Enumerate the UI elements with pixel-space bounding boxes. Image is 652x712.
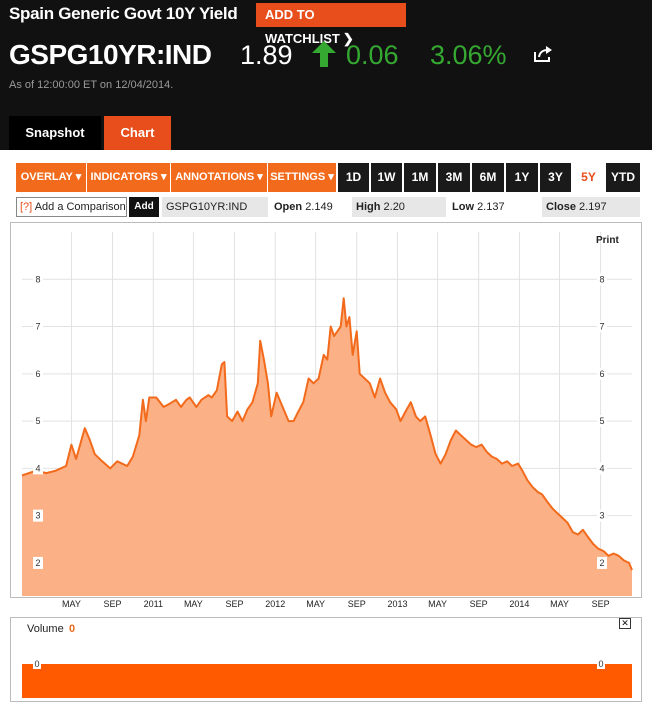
x-tick-label-10: SEP (470, 599, 488, 609)
print-link[interactable]: Print (596, 235, 619, 246)
open-label: Open (274, 201, 303, 213)
chevron-right-icon: ❯ (342, 31, 354, 46)
stat-close: Close 2.197 (542, 197, 640, 217)
high-label: High (356, 201, 381, 213)
volume-panel (10, 617, 642, 702)
range-6m-button[interactable]: 6M (472, 163, 504, 192)
tab-snapshot[interactable]: Snapshot (9, 116, 101, 150)
close-value: 2.197 (579, 201, 607, 213)
x-tick-label-9: MAY (428, 599, 447, 609)
price-chart-frame (10, 222, 642, 598)
comparison-row: [?] Add a Comparison Add GSPG10YR:IND Op… (16, 196, 640, 218)
x-tick-label-0: MAY (62, 599, 81, 609)
range-1d-button[interactable]: 1D (338, 163, 369, 192)
x-tick-label-12: MAY (550, 599, 569, 609)
x-tick-label-13: SEP (592, 599, 610, 609)
add-comparison-input[interactable]: [?] Add a Comparison (16, 197, 127, 217)
low-value: 2.137 (477, 201, 505, 213)
open-value: 2.149 (305, 201, 333, 213)
low-label: Low (452, 201, 474, 213)
comparison-placeholder: Add a Comparison (34, 201, 126, 213)
stat-open: Open 2.149 (270, 197, 351, 217)
x-tick-label-4: SEP (225, 599, 243, 609)
x-tick-label-8: 2013 (387, 599, 407, 609)
range-1m-button[interactable]: 1M (404, 163, 436, 192)
percent-change: 3.06% (430, 40, 507, 70)
range-3m-button[interactable]: 3M (438, 163, 470, 192)
indicators-menu[interactable]: INDICATORS ▾ (87, 163, 170, 192)
overlay-menu[interactable]: OVERLAY ▾ (16, 163, 86, 192)
x-tick-label-7: SEP (348, 599, 366, 609)
overlay-label: OVERLAY (20, 171, 73, 183)
annotations-label: ANNOTATIONS (175, 171, 255, 183)
caret-down-icon: ▾ (328, 171, 334, 183)
stat-low: Low 2.137 (448, 197, 540, 217)
quote-header: Spain Generic Govt 10Y Yield ADD TO WATC… (0, 0, 652, 150)
x-tick-label-11: 2014 (509, 599, 529, 609)
x-tick-label-5: 2012 (265, 599, 285, 609)
as-of-timestamp: As of 12:00:00 ET on 12/04/2014. (9, 79, 174, 91)
range-3y-button[interactable]: 3Y (540, 163, 571, 192)
security-name: Spain Generic Govt 10Y Yield (9, 4, 238, 23)
watchlist-button-label: ADD TO WATCHLIST (265, 7, 340, 46)
close-label: Close (546, 201, 576, 213)
volume-label: Volume (27, 623, 64, 635)
add-to-watchlist-button[interactable]: ADD TO WATCHLIST ❯ (256, 3, 406, 46)
close-icon[interactable]: ✕ (619, 618, 631, 629)
volume-tick-left: 0 (33, 659, 41, 669)
volume-bar (22, 664, 632, 698)
up-arrow-icon (312, 41, 336, 67)
settings-label: SETTINGS (270, 171, 326, 183)
range-1y-button[interactable]: 1Y (506, 163, 538, 192)
ticker-symbol: GSPG10YR:IND (9, 39, 212, 70)
x-tick-label-3: MAY (184, 599, 203, 609)
volume-tick-right: 0 (597, 659, 605, 669)
stat-high: High 2.20 (352, 197, 446, 217)
range-5y-button[interactable]: 5Y (573, 163, 604, 192)
volume-value: 0 (69, 623, 76, 635)
settings-menu[interactable]: SETTINGS ▾ (268, 163, 336, 192)
range-ytd-button[interactable]: YTD (606, 163, 640, 192)
caret-down-icon: ▾ (257, 171, 263, 183)
help-mark[interactable]: [?] (20, 201, 33, 213)
x-tick-label-6: MAY (306, 599, 325, 609)
indicators-label: INDICATORS (90, 171, 158, 183)
x-tick-label-2: 2011 (144, 599, 163, 609)
caret-down-icon: ▾ (75, 171, 82, 183)
add-comparison-button[interactable]: Add (129, 197, 159, 217)
range-1w-button[interactable]: 1W (371, 163, 402, 192)
share-icon[interactable] (533, 45, 553, 63)
chart-ticker-label: GSPG10YR:IND (162, 197, 268, 217)
caret-down-icon: ▾ (160, 171, 167, 183)
net-change: 0.06 (346, 40, 399, 70)
last-value: 1.89 (240, 40, 293, 70)
high-value: 2.20 (383, 201, 405, 213)
x-tick-label-1: SEP (104, 599, 122, 609)
chart-toolbar: OVERLAY ▾ INDICATORS ▾ ANNOTATIONS ▾ SET… (16, 163, 640, 193)
annotations-menu[interactable]: ANNOTATIONS ▾ (171, 163, 267, 192)
tab-chart[interactable]: Chart (104, 116, 171, 150)
